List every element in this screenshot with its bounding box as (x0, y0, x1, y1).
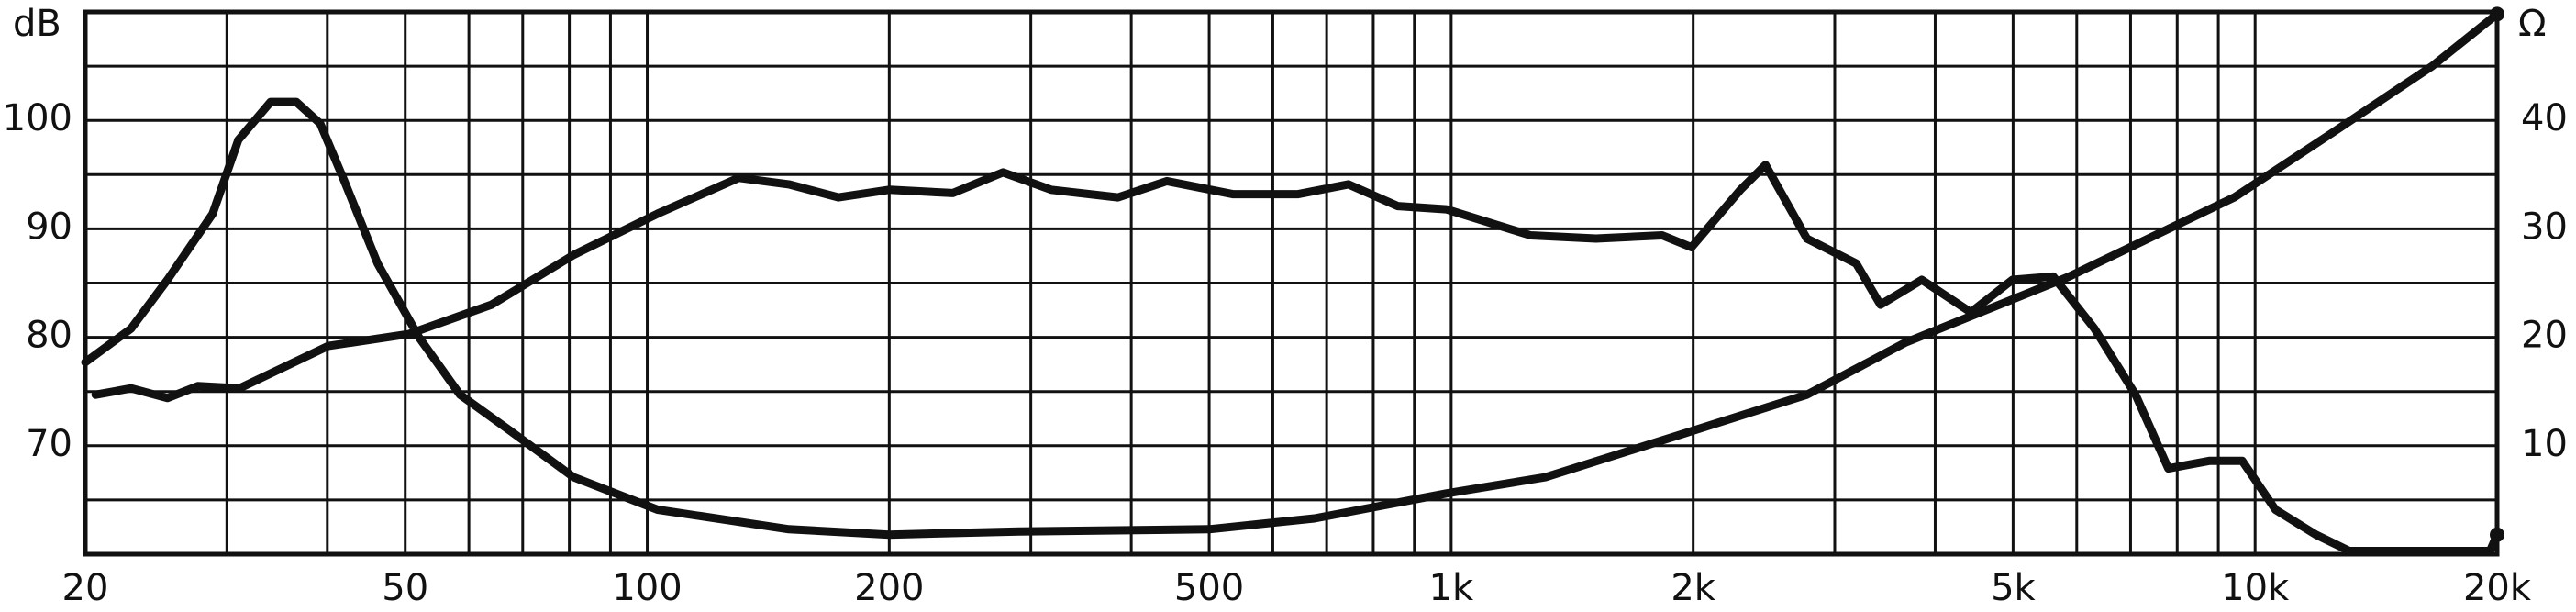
series-end-dot (2490, 527, 2504, 542)
y-axis-label: dB (13, 3, 61, 45)
x-tick-label: 10k (2221, 567, 2290, 609)
y2-tick-label: 20 (2521, 315, 2568, 357)
x-tick-label: 1k (1429, 567, 1474, 609)
y2-tick-label: 30 (2521, 206, 2568, 248)
y-tick-label: 100 (3, 97, 72, 139)
series-end-dot (2490, 6, 2504, 22)
y-tick-label: 70 (26, 423, 72, 465)
x-tick-label: 5k (1991, 567, 2036, 609)
x-tick-label: 500 (1174, 567, 1244, 609)
series-line (91, 161, 2502, 555)
x-tick-label: 20k (2463, 567, 2532, 609)
x-tick-label: 2k (1671, 567, 1715, 609)
y-tick-label: 80 (26, 315, 72, 357)
y2-axis-label: Ω (2518, 3, 2547, 45)
y2-tick-label: 40 (2521, 97, 2568, 139)
x-tick-label: 50 (382, 567, 428, 609)
x-tick-label: 20 (62, 567, 109, 609)
series-line (81, 9, 2502, 540)
x-tick-label: 200 (854, 567, 924, 609)
y-tick-label: 90 (26, 206, 72, 248)
plot-frame (83, 9, 2500, 557)
x-tick-label: 100 (612, 567, 682, 609)
y2-tick-label: 10 (2521, 423, 2568, 465)
